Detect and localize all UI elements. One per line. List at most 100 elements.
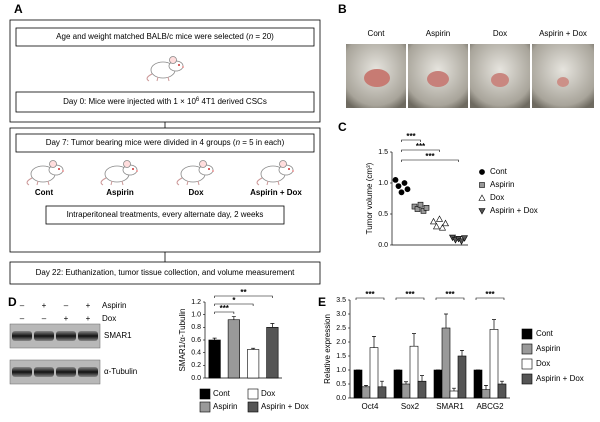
error-bar: [212, 337, 217, 340]
group-label: Dox: [188, 188, 204, 197]
data-point: [398, 189, 405, 196]
text-part: 4T1 derived CSCs: [199, 97, 267, 106]
error-bar: [492, 319, 496, 330]
significance-bracket: [214, 311, 235, 314]
data-point: [404, 186, 411, 193]
data-point: [460, 235, 469, 242]
data-point: [441, 219, 450, 227]
panel-label: D: [8, 295, 17, 309]
step-text: Intraperitoneal treatments, every altern…: [67, 210, 264, 219]
y-tick-label: 1.0: [336, 367, 346, 374]
photo-label: Aspirin + Dox: [539, 29, 587, 38]
bar: [481, 389, 491, 399]
x-tick-label: Oct4: [362, 402, 379, 411]
significance-bracket: [355, 297, 385, 300]
y-tick-label: 1.5: [336, 353, 346, 360]
legend-swatch: [521, 373, 533, 385]
legend-label: Cont: [213, 389, 231, 398]
text-part: = 20): [253, 32, 274, 41]
bar: [393, 369, 403, 399]
y-axis-label: SMAR1/α-Tubulin: [178, 308, 187, 371]
y-tick-label: 1.0: [378, 180, 388, 187]
group-label: Aspirin: [106, 188, 134, 197]
blot-band: [34, 367, 54, 377]
data-point: [420, 208, 427, 214]
y-tick-label: 0.6: [191, 337, 201, 344]
significance-label: **: [240, 288, 247, 297]
data-point: [401, 180, 408, 186]
tumor: [491, 73, 509, 87]
significance-label: ***: [406, 132, 416, 141]
error-bar: [270, 323, 275, 328]
y-tick-label: 0.0: [191, 375, 201, 382]
text-part: Day 7: Tumor bearing mice were divided i…: [46, 138, 236, 147]
text-part: Age and weight matched BALB/c mice were …: [56, 32, 249, 41]
step-box: [15, 27, 315, 47]
error-bar: [364, 385, 368, 387]
treatment-sign: +: [86, 314, 91, 323]
group-label: Aspirin + Dox: [250, 188, 302, 197]
legend-label: Aspirin + Dox: [261, 402, 309, 411]
legend-label: Cont: [536, 329, 554, 338]
bar: [377, 386, 387, 399]
significance-bracket: [214, 295, 273, 298]
blot-band: [78, 367, 98, 377]
step-text: Day 7: Tumor bearing mice were divided i…: [46, 138, 285, 147]
step-box: [15, 91, 315, 113]
error-bar: [231, 316, 236, 320]
tumor: [427, 71, 449, 87]
bar: [227, 319, 240, 379]
treatment-sign: +: [64, 314, 69, 323]
treatment-label: Dox: [102, 314, 116, 323]
step-box: [15, 133, 315, 153]
band-label: α-Tubulin: [104, 367, 137, 376]
significance-label: ***: [485, 290, 495, 299]
legend-marker: [479, 169, 485, 175]
legend-label: Cont: [490, 167, 508, 176]
significance-bracket: [401, 149, 440, 152]
legend-swatch: [247, 401, 259, 413]
bar: [266, 327, 279, 379]
blot-band: [78, 331, 98, 341]
error-bar: [420, 375, 424, 382]
legend-label: Dox: [490, 193, 504, 202]
step-box: [45, 205, 285, 225]
treatment-sign: +: [42, 301, 47, 310]
bar: [353, 369, 363, 399]
error-bar: [500, 380, 504, 384]
y-tick-label: 1.0: [191, 312, 201, 319]
error-bar: [251, 347, 256, 350]
step-text: Day 0: Mice were injected with 1 × 106 4…: [63, 97, 267, 107]
significance-bracket: [401, 139, 421, 142]
legend-swatch: [521, 358, 533, 370]
text-part: n: [236, 138, 241, 147]
significance-label: ***: [365, 290, 375, 299]
bar: [457, 355, 467, 399]
panel-label: A: [14, 2, 23, 16]
data-point: [414, 206, 421, 212]
step-text: Age and weight matched BALB/c mice were …: [56, 32, 274, 41]
data-point: [429, 217, 438, 225]
x-tick-label: ABCG2: [476, 402, 504, 411]
x-tick-label: SMAR1: [436, 402, 464, 411]
blot-band: [34, 331, 54, 341]
bar: [417, 380, 427, 399]
y-tick-label: 1.5: [378, 149, 388, 156]
legend-marker: [478, 194, 486, 201]
y-tick-label: 2.0: [336, 339, 346, 346]
bar: [441, 327, 451, 399]
significance-label: ***: [425, 152, 435, 161]
legend-swatch: [199, 388, 211, 400]
error-bar: [452, 387, 456, 391]
error-bar: [380, 380, 384, 387]
bar: [208, 339, 221, 379]
y-tick-label: 0.0: [336, 395, 346, 402]
step-text: Day 22: Euthanization, tumor tissue coll…: [36, 268, 296, 277]
panel-label: B: [338, 2, 347, 16]
treatment-sign: –: [20, 301, 25, 310]
bar: [361, 386, 371, 399]
blot-band: [56, 331, 76, 341]
significance-label: ***: [405, 290, 415, 299]
error-bar: [444, 313, 448, 328]
